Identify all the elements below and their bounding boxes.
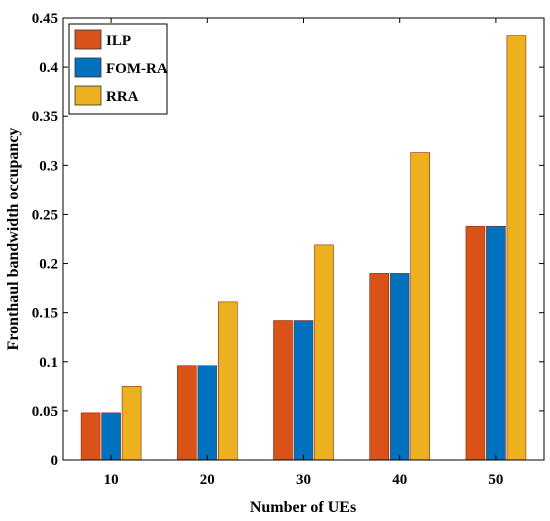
x-tick-label: 20: [200, 472, 215, 488]
y-tick-label: 0.05: [32, 404, 58, 420]
bar-fom-ra-30: [293, 320, 314, 461]
bar-rra-10: [121, 386, 142, 461]
legend-label-fom-ra: FOM-RA: [106, 61, 168, 77]
x-tick-label: 10: [104, 472, 119, 488]
bar-ilp-30: [273, 320, 293, 461]
bar-fom-ra-20: [197, 365, 218, 461]
y-tick-label: 0.3: [39, 158, 58, 174]
bar-fom-ra-50: [486, 225, 506, 461]
y-axis-label: Fronthaul bandwidth occupancy: [5, 128, 22, 351]
y-tick-label: 0.1: [39, 355, 58, 371]
x-tick-label: 40: [392, 472, 407, 488]
x-axis: 10 20 30 40 50: [104, 18, 503, 488]
y-tick-label: 0.2: [39, 257, 58, 273]
x-tick-label: 50: [488, 472, 503, 488]
y-tick-label: 0.25: [32, 207, 58, 223]
bar-ilp-50: [465, 225, 486, 461]
y-axis: 0 0.05 0.1 0.15 0.2 0.25 0.3 0.35 0.4 0.45: [32, 11, 544, 469]
bar-fom-ra-40: [389, 273, 410, 461]
bar-rra-50: [506, 35, 527, 461]
x-axis-label: Number of UEs: [250, 499, 356, 516]
bar-ilp-20: [177, 365, 197, 461]
legend-label-ilp: ILP: [106, 33, 131, 49]
bar-rra-20: [218, 301, 238, 461]
y-tick-label: 0.45: [32, 11, 58, 27]
legend-swatch-rra: [74, 85, 102, 106]
bar-rra-40: [410, 152, 431, 461]
y-tick-label: 0.15: [32, 306, 58, 322]
x-tick-label: 30: [296, 472, 311, 488]
y-tick-label: 0.35: [32, 109, 58, 125]
legend: ILP FOM-RA RRA: [68, 23, 168, 115]
legend-label-rra: RRA: [106, 89, 139, 105]
legend-swatch-fom-ra: [74, 57, 102, 78]
bar-fom-ra-10: [101, 412, 121, 461]
legend-swatch-ilp: [74, 29, 102, 50]
y-tick-label: 0: [51, 453, 59, 469]
y-tick-label: 0.4: [39, 60, 58, 76]
bar-rra-30: [314, 244, 334, 461]
bar-ilp-40: [369, 273, 390, 461]
bars-group: [80, 35, 527, 461]
bar-ilp-10: [80, 412, 101, 461]
